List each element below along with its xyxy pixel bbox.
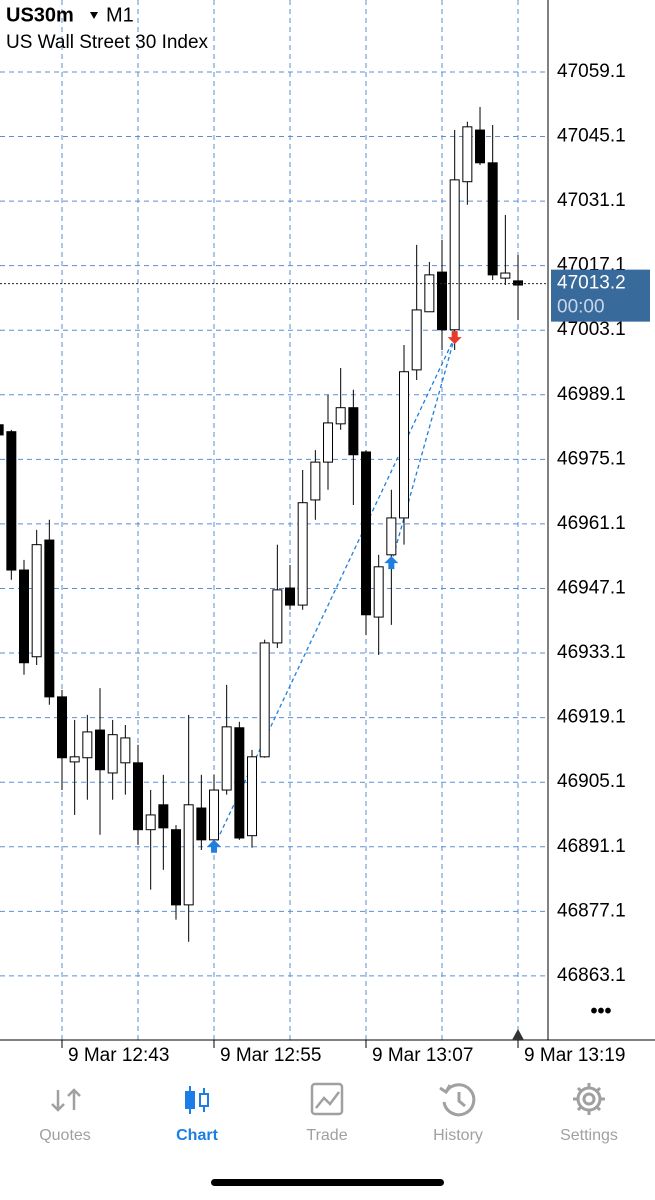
y-tick-label: 46975.1 (557, 448, 626, 469)
tab-label[interactable]: Trade (306, 1127, 347, 1144)
candle-body (348, 407, 359, 456)
y-tick-label: 46961.1 (557, 513, 626, 534)
candle-body (95, 729, 106, 771)
candle-body (487, 162, 498, 276)
chart-icon[interactable] (185, 1086, 209, 1114)
buy-arrow (207, 839, 222, 853)
candle-body (399, 371, 410, 519)
x-tick-label: 9 Mar 12:43 (68, 1045, 169, 1066)
y-tick-label: 46863.1 (557, 965, 626, 986)
trade-icon[interactable] (310, 1082, 344, 1116)
y-tick-label: 46933.1 (557, 642, 626, 663)
settings-icon[interactable] (573, 1083, 605, 1115)
candle-body (373, 566, 384, 618)
tab-bar: Quotes Chart Trade History Settings (39, 1127, 618, 1144)
y-tick-label: 46989.1 (557, 384, 626, 405)
candle-body (449, 179, 460, 331)
candle-body (31, 544, 42, 658)
candle-body (234, 727, 245, 839)
y-tick-label: 46919.1 (557, 707, 626, 728)
quotes-icon[interactable] (51, 1088, 81, 1112)
candle-body (411, 309, 422, 371)
candle-body (386, 517, 397, 556)
tab-label[interactable]: Chart (176, 1127, 218, 1144)
candle-body (259, 642, 270, 758)
y-tick-label: 47059.1 (557, 61, 626, 82)
candle-body (158, 804, 169, 829)
current-price-label: 47013.2 (557, 273, 626, 294)
symbol[interactable]: US30m (6, 4, 74, 26)
candle-body (0, 424, 4, 436)
candle-body (272, 589, 283, 644)
candle-body (335, 407, 346, 425)
x-tick-label: 9 Mar 12:55 (220, 1045, 321, 1066)
tab-label[interactable]: History (433, 1127, 483, 1144)
candle-body (424, 274, 435, 313)
candle-body (221, 726, 232, 791)
history-icon[interactable] (439, 1083, 476, 1117)
candle-body (6, 431, 17, 571)
price-box (551, 269, 650, 322)
y-tick-label: 46947.1 (557, 578, 626, 599)
description: US Wall Street 30 Index (6, 32, 209, 53)
candle-body (297, 502, 308, 606)
y-tick-label: 46877.1 (557, 900, 626, 921)
candle-body (57, 696, 68, 759)
plot (0, 0, 548, 1040)
x-tick-label: 9 Mar 13:07 (372, 1045, 473, 1066)
home-indicator (211, 1179, 444, 1186)
axes: 47059.147045.147031.147017.147003.146989… (61, 61, 650, 1066)
candle-body (462, 126, 473, 183)
candle-body (145, 814, 156, 831)
candle-body (285, 587, 296, 606)
candle-body (133, 762, 144, 831)
candle-body (120, 737, 131, 764)
current-bar-marker (512, 1029, 524, 1040)
sell-arrow (447, 331, 462, 345)
candle-body (513, 280, 524, 286)
y-tick-label: 47031.1 (557, 190, 626, 211)
candle-body (171, 829, 182, 906)
candle-body (247, 756, 258, 837)
candle-body (500, 272, 511, 279)
candle-body (44, 539, 55, 698)
candle-body (82, 731, 93, 759)
tab-label[interactable]: Quotes (39, 1127, 91, 1144)
candle-body (107, 734, 118, 774)
dropdown-icon[interactable] (90, 12, 98, 19)
menu-button[interactable]: ••• (590, 1000, 611, 1022)
y-tick-label: 46891.1 (557, 836, 626, 857)
tab-label[interactable]: Settings (560, 1127, 618, 1144)
y-tick-label: 46905.1 (557, 771, 626, 792)
buy-arrow (384, 556, 399, 570)
candle-body (323, 422, 334, 463)
candle-body (361, 451, 372, 616)
y-tick-label: 47045.1 (557, 126, 626, 147)
candle-body (310, 461, 321, 501)
x-tick-label: 9 Mar 13:19 (524, 1045, 625, 1066)
y-tick-label: 47003.1 (557, 319, 626, 340)
candle-body (437, 271, 448, 331)
countdown: 00:00 (557, 297, 605, 318)
candle-body (19, 569, 30, 664)
candle-body (183, 804, 194, 906)
candle-body (196, 807, 207, 841)
timeframe[interactable]: M1 (106, 4, 134, 26)
candle-body (475, 129, 486, 164)
candle-body (69, 756, 80, 763)
candle-body (209, 789, 220, 841)
